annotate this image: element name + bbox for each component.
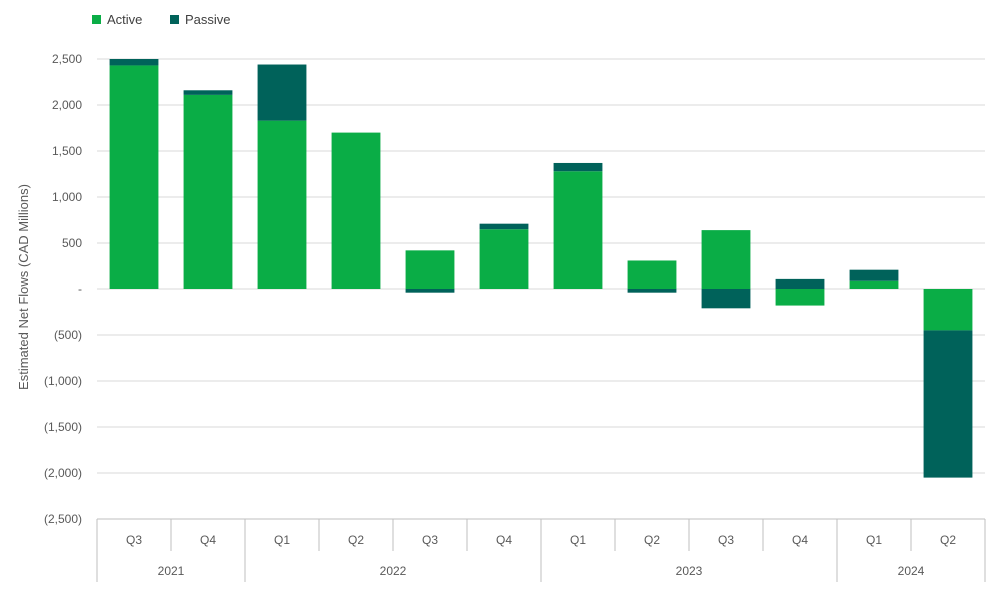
bar-active [405,250,455,289]
y-tick-label: 2,500 [52,52,82,66]
y-axis-ticks: 2,500 2,000 1,500 1,000 500 - (500) (1,000) (1,5… [44,52,82,526]
bar-passive [775,278,825,289]
bar-active [109,65,159,289]
y-tick-label: - [78,282,82,296]
bar-passive [183,90,233,95]
x-tick-label: Q3 [126,533,142,547]
y-tick-label: (1,000) [44,374,82,388]
bar-active [331,132,381,289]
x-tick-label: Q3 [422,533,438,547]
bar-passive [405,289,455,293]
y-tick-label: 1,500 [52,144,82,158]
bars [109,59,973,478]
bar-active [701,230,751,289]
bar-active [183,94,233,289]
bar-active [923,289,973,331]
y-axis-label: Estimated Net Flows (CAD Millions) [16,184,31,390]
bar-passive [627,289,677,293]
y-tick-label: (1,500) [44,420,82,434]
legend-item-active: Active [92,12,142,27]
bar-passive [257,64,307,121]
legend: Active Passive [92,12,231,27]
x-tick-label: Q2 [348,533,364,547]
year-label: 2023 [676,564,703,578]
bar-passive [849,269,899,281]
bar-passive [109,59,159,66]
x-tick-label: Q4 [496,533,512,547]
bar-passive [923,330,973,478]
year-label: 2022 [380,564,407,578]
y-tick-label: 2,000 [52,98,82,112]
y-tick-label: 1,000 [52,190,82,204]
y-tick-label: 500 [62,236,82,250]
bar-active [257,120,307,289]
bar-active [849,280,899,289]
y-tick-label: (500) [54,328,82,342]
bar-passive [553,162,603,172]
bar-active [627,260,677,289]
legend-label: Passive [185,12,231,27]
x-tick-label: Q2 [940,533,956,547]
legend-label: Active [107,12,142,27]
bar-active [553,171,603,289]
bar-active [775,289,825,306]
y-tick-label: (2,500) [44,512,82,526]
x-tick-label: Q1 [274,533,290,547]
bar-active [479,229,529,289]
x-tick-label: Q1 [570,533,586,547]
x-axis: Q3 Q4 Q1 Q2 Q3 Q4 Q1 Q2 Q3 Q4 Q1 Q2 2021 2022 2023 2024 [96,518,986,582]
year-label: 2021 [158,564,185,578]
legend-swatch [92,15,101,24]
x-tick-label: Q3 [718,533,734,547]
bar-passive [701,289,751,309]
y-tick-label: (2,000) [44,466,82,480]
legend-item-passive: Passive [170,12,231,27]
x-tick-label: Q4 [792,533,808,547]
year-label: 2024 [898,564,925,578]
legend-swatch [170,15,179,24]
x-tick-label: Q1 [866,533,882,547]
x-tick-label: Q4 [200,533,216,547]
bar-passive [479,223,529,230]
x-tick-label: Q2 [644,533,660,547]
